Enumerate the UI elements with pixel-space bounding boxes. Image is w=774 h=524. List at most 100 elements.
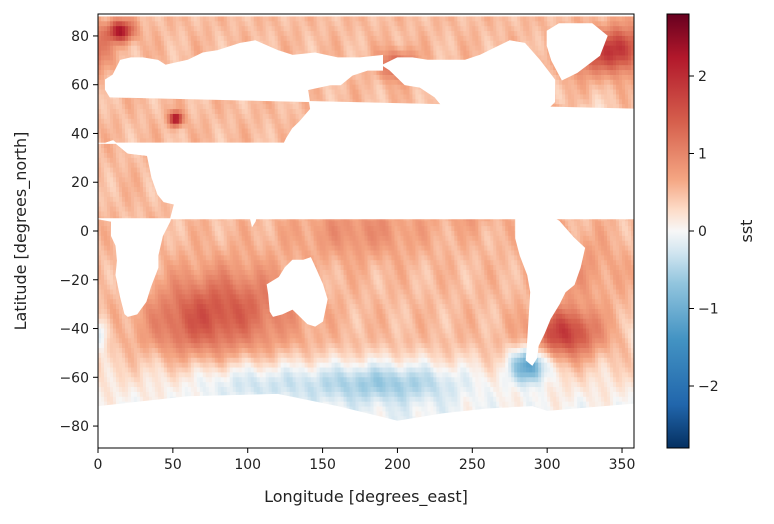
heatmap-cell xyxy=(406,26,410,32)
heatmap-cell xyxy=(607,89,611,95)
heatmap-cell xyxy=(610,21,614,27)
heatmap-cell xyxy=(355,79,359,86)
heatmap-cell xyxy=(322,26,326,32)
heatmap-cell xyxy=(385,74,389,81)
heatmap-cell xyxy=(301,109,306,115)
heatmap-cell xyxy=(622,65,626,71)
heatmap-cell xyxy=(229,123,234,129)
heatmap-cell xyxy=(274,109,279,115)
heatmap-cell xyxy=(271,118,276,125)
heatmap-cell xyxy=(184,99,189,105)
heatmap-cell xyxy=(418,40,422,47)
heatmap-cell xyxy=(343,45,347,51)
heatmap-cell xyxy=(526,40,530,47)
heatmap-cell xyxy=(103,148,108,154)
heatmap-cell xyxy=(436,45,440,51)
heatmap-cell xyxy=(124,138,129,144)
heatmap-cell xyxy=(580,70,584,76)
heatmap-cell xyxy=(115,128,120,134)
heatmap-cell xyxy=(352,35,356,42)
heatmap-cell xyxy=(370,79,374,86)
heatmap-cell xyxy=(622,104,626,110)
heatmap-cell xyxy=(445,45,449,51)
heatmap-cell xyxy=(391,45,395,51)
heatmap-cell xyxy=(238,133,243,139)
heatmap-cell xyxy=(508,35,512,42)
heatmap-cell xyxy=(100,60,105,66)
heatmap-cell xyxy=(406,84,410,90)
heatmap-cell xyxy=(307,104,311,110)
heatmap-cell xyxy=(610,74,614,81)
heatmap-cell xyxy=(184,123,189,129)
heatmap-cell xyxy=(421,16,425,22)
heatmap-cell xyxy=(280,133,285,139)
heatmap-cell xyxy=(580,89,584,95)
heatmap-cell xyxy=(265,21,270,27)
heatmap-cell xyxy=(343,94,347,100)
heatmap-cell xyxy=(244,104,249,110)
heatmap-cell xyxy=(133,118,138,125)
heatmap-cell xyxy=(103,55,108,61)
heatmap-cell xyxy=(598,26,602,32)
heatmap-cell xyxy=(223,35,228,42)
heatmap-cell xyxy=(592,60,596,66)
heatmap-cell xyxy=(235,128,240,134)
heatmap-cell xyxy=(280,118,285,125)
heatmap-cell xyxy=(163,133,168,139)
heatmap-cell xyxy=(382,26,386,32)
heatmap-cell xyxy=(193,118,198,125)
heatmap-cell xyxy=(424,45,428,51)
heatmap-cell xyxy=(202,123,207,129)
heatmap-cell xyxy=(337,84,341,90)
heatmap-cell xyxy=(376,16,380,22)
heatmap-cell xyxy=(487,35,491,42)
heatmap-cell xyxy=(229,16,234,22)
heatmap-cell xyxy=(322,45,326,51)
heatmap-cell xyxy=(493,31,497,37)
heatmap-cell xyxy=(166,113,171,120)
heatmap-cell xyxy=(532,21,536,27)
heatmap-cell xyxy=(163,109,168,115)
heatmap-cell xyxy=(391,35,395,42)
heatmap-cell xyxy=(169,118,174,125)
heatmap-cell xyxy=(382,40,386,47)
heatmap-cell xyxy=(115,16,120,22)
heatmap-cell xyxy=(286,50,291,56)
heatmap-cell xyxy=(214,99,219,105)
heatmap-cell xyxy=(484,40,488,47)
heatmap-cell xyxy=(436,40,440,47)
heatmap-cell xyxy=(559,99,563,105)
heatmap-cell xyxy=(199,133,204,139)
heatmap-cell xyxy=(550,70,554,76)
heatmap-cell xyxy=(337,89,341,95)
heatmap-cell xyxy=(532,40,536,47)
heatmap-cell xyxy=(322,94,326,100)
heatmap-cell xyxy=(163,123,168,129)
heatmap-cell xyxy=(139,40,144,47)
heatmap-cell xyxy=(98,70,102,76)
heatmap-cell xyxy=(469,50,473,56)
heatmap-cell xyxy=(370,84,374,90)
heatmap-cell xyxy=(316,40,320,47)
heatmap-cell xyxy=(196,99,201,105)
heatmap-cell xyxy=(391,94,395,100)
heatmap-cell xyxy=(268,109,273,115)
heatmap-cell xyxy=(355,40,359,47)
heatmap-cell xyxy=(136,35,141,42)
heatmap-cell xyxy=(160,35,165,42)
heatmap-cell xyxy=(277,16,282,22)
heatmap-cell xyxy=(625,79,629,86)
heatmap-cell xyxy=(430,21,434,27)
heatmap-cell xyxy=(196,31,201,37)
heatmap-cell xyxy=(262,104,267,110)
heatmap-cell xyxy=(259,133,264,139)
heatmap-cell xyxy=(349,16,353,22)
heatmap-cell xyxy=(595,60,599,66)
heatmap-cell xyxy=(424,31,428,37)
heatmap-cell xyxy=(367,70,371,76)
heatmap-cell xyxy=(622,70,626,76)
heatmap-cell xyxy=(439,21,443,27)
heatmap-cell xyxy=(592,89,596,95)
heatmap-cell xyxy=(163,118,168,125)
heatmap-cell xyxy=(148,113,153,120)
